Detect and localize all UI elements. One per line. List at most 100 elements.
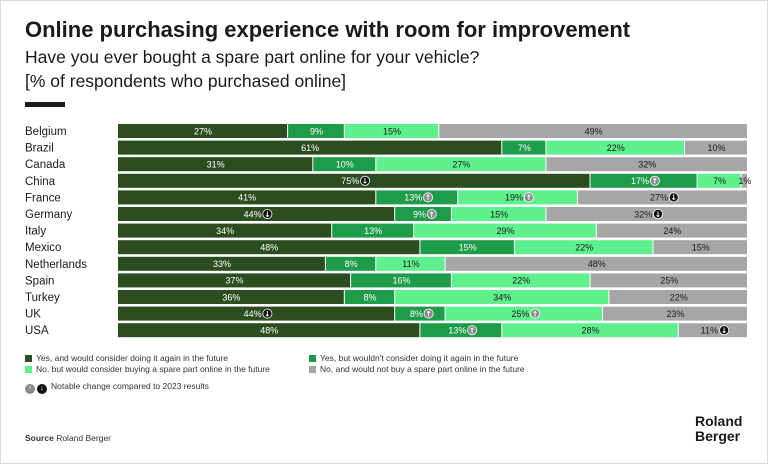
legend-label: No, and would not buy a spare part onlin… <box>320 364 525 374</box>
bar-segment <box>420 323 502 338</box>
change-arrow-glyph: ↓ <box>671 193 677 202</box>
arrow-up-icon <box>426 208 437 219</box>
data-label: 34% <box>216 226 234 236</box>
bar-segment <box>741 173 747 188</box>
change-arrow-glyph: ↑ <box>425 309 431 318</box>
data-label: 15% <box>383 126 401 136</box>
bar-segment <box>546 157 747 172</box>
bar-segment <box>344 124 439 138</box>
change-arrow-glyph: ↑ <box>469 326 475 335</box>
bar-segment <box>118 173 590 188</box>
title-accent-bar <box>25 102 65 107</box>
data-label: 1% <box>738 176 751 186</box>
bar-segment <box>395 306 445 321</box>
arrow-down-icon <box>719 325 730 336</box>
bar-segment <box>603 306 747 321</box>
category-label: France <box>25 192 61 204</box>
data-label: 25% <box>511 309 529 319</box>
bar-segment <box>458 190 577 205</box>
bar-segment <box>439 124 747 138</box>
data-label: 29% <box>496 226 514 236</box>
bar-segment <box>420 240 514 255</box>
arrow-down-icon <box>262 208 273 219</box>
legend-swatch <box>309 366 316 373</box>
company-logo: Roland Berger <box>695 414 742 444</box>
arrow-down-icon <box>653 208 664 219</box>
legend-label: No, but would consider buying a spare pa… <box>36 364 270 374</box>
data-label: 28% <box>581 326 599 336</box>
bar-segment <box>376 256 445 271</box>
data-label: 37% <box>226 276 244 286</box>
data-label: 31% <box>207 160 225 170</box>
source-text: Roland Berger <box>53 433 111 443</box>
legend-swatch <box>25 355 32 362</box>
bar-segment <box>678 323 747 338</box>
category-label: Belgium <box>25 126 67 138</box>
bar-segment <box>395 207 451 221</box>
data-label: 41% <box>238 193 256 203</box>
bar-segment <box>118 290 344 304</box>
logo-line-1: Roland <box>695 413 743 429</box>
chart-legend: Yes, and would consider doing it again i… <box>25 353 725 395</box>
change-arrow-glyph: ↑ <box>425 193 431 202</box>
category-label: Canada <box>25 159 66 171</box>
bar-segment <box>376 190 458 205</box>
bar-segment <box>414 223 596 238</box>
data-label: 22% <box>512 276 530 286</box>
bar-segment <box>118 256 325 271</box>
legend-label: Yes, and would consider doing it again i… <box>36 353 229 363</box>
data-label: 16% <box>392 276 410 286</box>
bar-segment <box>118 124 288 138</box>
bar-segment <box>118 207 395 221</box>
bar-segment <box>332 223 414 238</box>
chart-subtitle: Have you ever bought a spare part online… <box>25 47 480 67</box>
bar-segment <box>376 157 546 172</box>
bar-segment <box>313 157 376 172</box>
arrow-down-icon <box>360 175 371 186</box>
arrow-up-icon <box>423 192 434 203</box>
data-label: 8% <box>345 259 358 269</box>
data-label: 11% <box>402 259 419 269</box>
data-label: 15% <box>459 243 477 253</box>
category-label: Netherlands <box>25 259 87 271</box>
data-label: 7% <box>518 143 531 153</box>
change-arrow-glyph: ↓ <box>362 177 368 186</box>
bar-segment <box>590 173 697 188</box>
category-label: UK <box>25 309 41 321</box>
data-label: 44% <box>244 209 262 219</box>
bar-segment <box>118 157 313 172</box>
data-label: 23% <box>667 309 685 319</box>
category-label: USA <box>25 325 49 337</box>
change-arrow-glyph: ↑ <box>429 210 435 219</box>
chart-title: Online purchasing experience with room f… <box>25 17 631 42</box>
source-note: Source Roland Berger <box>25 433 111 443</box>
data-label: 27% <box>650 193 668 203</box>
data-label: 61% <box>301 143 319 153</box>
bar-segment <box>502 323 678 338</box>
bar-segment <box>445 306 603 321</box>
bar-segment <box>685 140 747 155</box>
data-label: 48% <box>260 326 278 336</box>
legend-label: Yes, but wouldn't consider doing it agai… <box>320 353 519 363</box>
change-arrow-glyph: ↓ <box>655 210 661 219</box>
bar-segment <box>325 256 376 271</box>
data-label: 34% <box>493 292 511 302</box>
bar-segment <box>451 207 546 221</box>
category-label: Italy <box>25 226 46 238</box>
change-arrow-glyph: ↓ <box>721 326 727 335</box>
bar-segment <box>395 290 609 304</box>
legend-swatch <box>25 366 32 373</box>
arrow-up-icon <box>649 175 660 186</box>
data-label: 13% <box>404 193 422 203</box>
data-label: 75% <box>341 176 359 186</box>
data-label: 48% <box>588 259 606 269</box>
category-label: China <box>25 176 56 188</box>
data-label: 22% <box>575 243 593 253</box>
source-label: Source <box>25 433 54 443</box>
data-label: 25% <box>660 276 678 286</box>
data-label: 13% <box>364 226 382 236</box>
data-label: 33% <box>213 259 231 269</box>
legend-note: ↑ ↓ Notable change compared to 2023 result… <box>25 381 209 394</box>
chart-unit-label: [% of respondents who purchased online] <box>25 71 347 91</box>
data-label: 22% <box>670 292 688 302</box>
